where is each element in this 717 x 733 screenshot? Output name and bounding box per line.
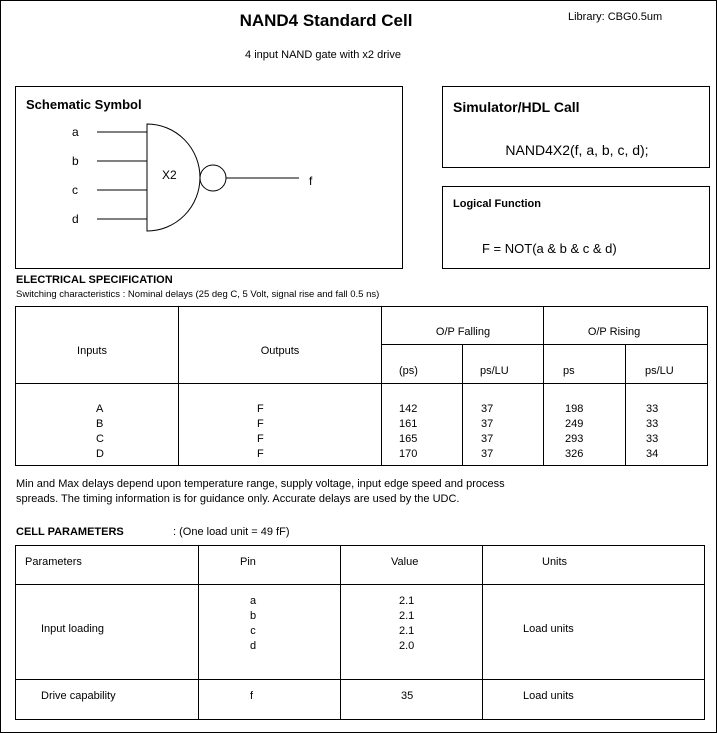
input-label-a: a [72, 125, 79, 139]
header-outputs: Outputs [260, 345, 300, 357]
timing-note-2: spreads. The timing information is for g… [16, 493, 460, 505]
drive-label: X2 [162, 168, 177, 182]
header-rise-pslu: ps/LU [645, 365, 674, 377]
library-label: Library: CBG0.5um [568, 11, 663, 23]
col-outputs: F F F F [257, 403, 264, 460]
page-title: NAND4 Standard Cell [239, 11, 413, 30]
logic-title: Logical Function [453, 198, 541, 210]
param-drive-capability: Drive capability [41, 690, 116, 702]
logic-panel: Logical Function F = NOT(a & b & c & d) [442, 186, 710, 269]
header-parameters: Parameters [25, 556, 82, 568]
pins-input-loading: a b c d [249, 595, 257, 652]
units-drive-capability: Load units [523, 690, 574, 702]
inversion-bubble [199, 164, 227, 192]
logic-function: F = NOT(a & b & c & d) [482, 241, 617, 256]
simulator-panel: Simulator/HDL Call NAND4X2(f, a, b, c, d… [442, 86, 710, 168]
value-drive-capability: 35 [401, 690, 414, 702]
input-label-c: c [72, 183, 78, 197]
electrical-subtitle: Switching characteristics : Nominal dela… [16, 289, 380, 300]
header-inputs: Inputs [77, 345, 107, 357]
electrical-title: ELECTRICAL SPECIFICATION [16, 274, 173, 286]
header-value: Value [391, 556, 419, 568]
cell-params-table [15, 545, 705, 720]
col-rise-pslu: 33 33 33 34 [646, 403, 659, 460]
col-fall-pslu: 37 37 37 37 [481, 403, 494, 460]
header-pin: Pin [240, 556, 256, 568]
header-fall-ps: (ps) [399, 365, 418, 377]
load-unit-note: : (One load unit = 49 fF) [173, 526, 290, 538]
timing-table [15, 306, 708, 466]
schematic-title: Schematic Symbol [26, 97, 142, 112]
header-op-rising: O/P Rising [587, 326, 641, 338]
header-fall-pslu: ps/LU [480, 365, 509, 377]
nand-gate-symbol [97, 123, 299, 232]
schematic-panel: Schematic Symbol [15, 86, 403, 269]
col-fall-ps: 142 161 165 170 [399, 403, 418, 460]
simulator-title: Simulator/HDL Call [453, 99, 580, 115]
cell-params-title: CELL PARAMETERS [16, 526, 124, 538]
values-input-loading: 2.1 2.1 2.1 2.0 [399, 595, 415, 652]
units-input-loading: Load units [523, 623, 574, 635]
hdl-call: NAND4X2(f, a, b, c, d); [505, 142, 649, 158]
output-label-f: f [309, 174, 313, 188]
input-label-b: b [72, 154, 79, 168]
param-input-loading: Input loading [41, 623, 104, 635]
header-op-falling: O/P Falling [435, 326, 491, 338]
pin-drive-capability: f [250, 690, 254, 702]
col-inputs: A B C D [96, 403, 104, 460]
header-rise-ps: ps [563, 365, 575, 377]
timing-note-1: Min and Max delays depend upon temperatu… [16, 478, 505, 490]
col-rise-ps: 198 249 293 326 [565, 403, 584, 460]
page-subtitle: 4 input NAND gate with x2 drive [245, 49, 401, 61]
input-label-d: d [72, 212, 79, 226]
header-units: Units [542, 556, 568, 568]
